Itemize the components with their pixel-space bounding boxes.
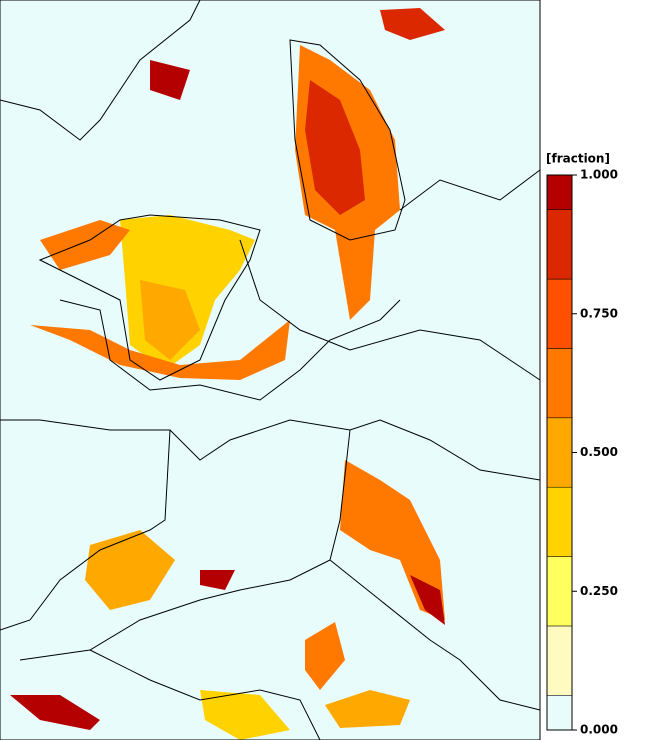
coastline bbox=[289, 39, 406, 241]
colorbar-tick-label: 0.250 bbox=[580, 584, 618, 598]
area bbox=[200, 570, 235, 590]
border bbox=[0, 419, 541, 481]
coastline bbox=[59, 299, 401, 401]
coastline bbox=[0, 0, 201, 141]
colorbar-tick-label: 0.500 bbox=[580, 445, 618, 459]
colorbar-band bbox=[546, 417, 573, 488]
area bbox=[410, 575, 445, 625]
border bbox=[19, 429, 351, 661]
area bbox=[40, 220, 130, 270]
area bbox=[150, 60, 190, 100]
colorbar-band bbox=[546, 209, 573, 280]
map bbox=[0, 0, 541, 740]
colorbar-band bbox=[546, 486, 573, 557]
area bbox=[380, 8, 445, 40]
colorbar-tick-label: 1.000 bbox=[580, 168, 618, 182]
colorbar-tick-label: 0.000 bbox=[580, 723, 618, 737]
area bbox=[305, 80, 365, 215]
border bbox=[89, 649, 321, 740]
area bbox=[30, 320, 290, 380]
colorbar-band bbox=[546, 348, 573, 419]
boundaries bbox=[0, 0, 541, 740]
colorbar-band bbox=[546, 278, 573, 349]
coastline bbox=[38, 214, 261, 381]
colorbar: [fraction] 0.000 0.250 0.500 0.750 1.000 bbox=[546, 152, 618, 737]
area bbox=[85, 530, 175, 610]
map-background bbox=[0, 0, 540, 740]
area bbox=[200, 690, 290, 740]
area bbox=[305, 622, 345, 690]
colorbar-band bbox=[546, 556, 573, 627]
border bbox=[329, 559, 541, 711]
colorbar-band bbox=[546, 625, 573, 696]
colorbar-band bbox=[546, 174, 573, 210]
border bbox=[399, 169, 541, 211]
colorbar-band bbox=[546, 695, 573, 731]
area bbox=[140, 280, 200, 360]
map-frame bbox=[0, 0, 541, 740]
fraction-areas bbox=[10, 8, 445, 740]
border bbox=[0, 429, 171, 631]
border bbox=[239, 239, 541, 381]
colorbar-tick-label: 0.750 bbox=[580, 306, 618, 320]
area bbox=[10, 695, 100, 730]
area bbox=[325, 690, 410, 728]
colorbar-title: [fraction] bbox=[546, 152, 610, 166]
